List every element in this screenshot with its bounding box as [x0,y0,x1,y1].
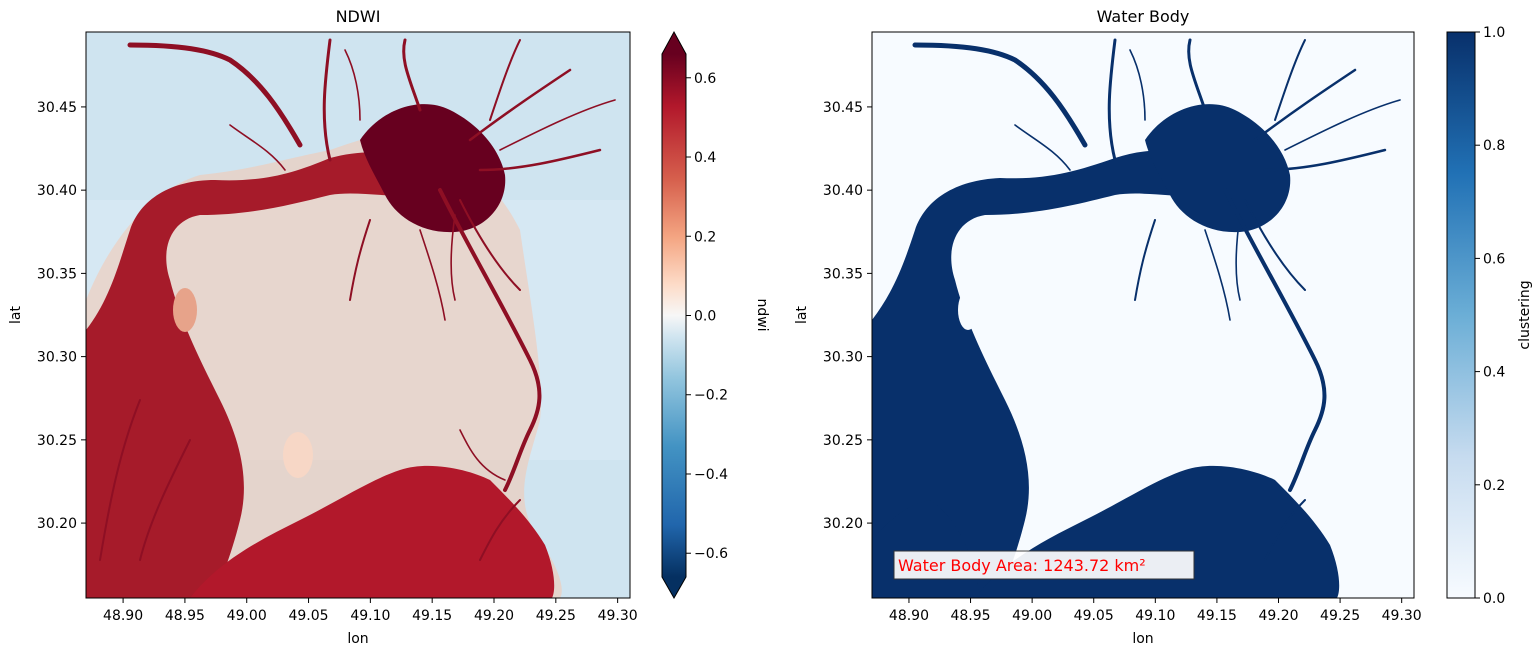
colorbar-tick-label: 1.0 [1483,25,1505,41]
waterbody-title: Water Body [1097,7,1190,26]
waterbody-ylabel: lat [794,306,810,324]
colorbar-tick-label: 0.8 [1483,138,1505,154]
colorbar-tick-label: 0.6 [1483,251,1505,267]
colorbar-tick-label: 0.0 [694,309,716,325]
x-tick-label: 49.00 [1012,608,1052,624]
ndwi-upper-bay [360,104,506,233]
colorbar-tick-label: 0.4 [694,150,716,166]
ndwi-ylabel: lat [8,306,24,324]
water-area-annotation-box [893,550,1195,580]
waterbody-colorbar-body [1446,31,1476,599]
colorbar-tick-label: −0.4 [694,467,728,483]
x-tick-label: 48.90 [103,608,143,624]
colorbar-tick-label: −0.2 [694,388,728,404]
x-tick-label: 49.05 [1074,608,1114,624]
ndwi-title: NDWI [336,7,381,26]
waterbody-colorbar: 1.0 0.8 0.6 0.4 0.2 0.0 clustering [1446,25,1533,607]
ndwi-y-ticks: 30.20 30.25 30.30 30.35 30.40 30.45 [37,100,86,532]
y-tick-label: 30.45 [37,100,77,116]
y-tick-label: 30.35 [823,266,863,282]
x-tick-label: 49.20 [1258,608,1298,624]
waterbody-image [872,32,1414,598]
water-area-annotation-text: Water Body Area: 1243.72 km² [898,556,1146,575]
x-tick-label: 49.10 [1135,608,1175,624]
x-tick-label: 48.95 [165,608,205,624]
ndwi-island [283,432,313,478]
y-tick-label: 30.25 [823,433,863,449]
ndwi-x-ticks: 48.90 48.95 49.00 49.05 49.10 49.15 49.20 49.25… [103,598,638,624]
y-tick-label: 30.30 [823,350,863,366]
ndwi-axes-frame [85,31,631,599]
y-tick-label: 30.20 [37,516,77,532]
x-tick-label: 49.00 [227,608,267,624]
water-area-annotation: Water Body Area: 1243.72 km² [893,550,1195,580]
colorbar-tick-label: 0.2 [694,229,716,245]
ndwi-tributaries [99,38,616,561]
waterbody-island [958,290,978,330]
waterbody-tributaries [912,38,1401,561]
ndwi-lower-delta [190,465,555,598]
x-tick-label: 49.05 [288,608,328,624]
ndwi-panel: NDWI [8,7,770,647]
y-tick-label: 30.40 [37,183,77,199]
x-tick-label: 49.20 [474,608,514,624]
waterbody-axes-frame [871,31,1415,599]
colorbar-tick-label: 0.2 [1483,478,1505,494]
colorbar-tick-label: −0.6 [694,546,728,562]
waterbody-xlabel: lon [1132,631,1153,647]
waterbody-colorbar-ticks: 1.0 0.8 0.6 0.4 0.2 0.0 [1475,25,1505,607]
x-tick-label: 48.90 [889,608,929,624]
waterbody-colorbar-label: clustering [1517,280,1533,349]
waterbody-x-ticks: 48.90 48.95 49.00 49.05 49.10 49.15 49.20 49.25… [889,598,1422,624]
ndwi-image [86,32,630,598]
ndwi-colorbar-top-extend [662,32,686,54]
x-tick-label: 49.25 [1320,608,1360,624]
x-tick-label: 49.30 [1382,608,1422,624]
y-tick-label: 30.30 [37,350,77,366]
ndwi-xlabel: lon [347,631,368,647]
waterbody-panel: Water Body [794,7,1533,647]
ndwi-colorbar-bottom-extend [662,577,686,598]
waterbody-island [1067,430,1099,480]
y-tick-label: 30.35 [37,266,77,282]
x-tick-label: 49.30 [598,608,638,624]
y-tick-label: 30.40 [823,183,863,199]
ndwi-main-channel [86,152,444,598]
x-tick-label: 49.15 [1197,608,1237,624]
colorbar-tick-label: 0.4 [1483,365,1505,381]
ndwi-colorbar-body [662,54,686,577]
ndwi-colorbar: 0.6 0.4 0.2 0.0 −0.2 −0.4 −0.6 ndwi [661,30,770,600]
colorbar-tick-label: 0.6 [694,71,716,87]
y-tick-label: 30.45 [823,100,863,116]
x-tick-label: 49.25 [536,608,576,624]
ndwi-colorbar-ticks: 0.6 0.4 0.2 0.0 −0.2 −0.4 −0.6 [686,71,728,562]
x-tick-label: 49.10 [350,608,390,624]
y-tick-label: 30.20 [823,516,863,532]
x-tick-label: 48.95 [950,608,990,624]
ndwi-colorbar-label: ndwi [754,298,770,331]
ndwi-colorbar-outline [661,30,687,600]
x-tick-label: 49.15 [412,608,452,624]
ndwi-island [173,288,197,332]
waterbody-y-ticks: 30.20 30.25 30.30 30.35 30.40 30.45 [823,100,872,532]
y-tick-label: 30.25 [37,433,77,449]
colorbar-tick-label: 0.0 [1483,591,1505,607]
